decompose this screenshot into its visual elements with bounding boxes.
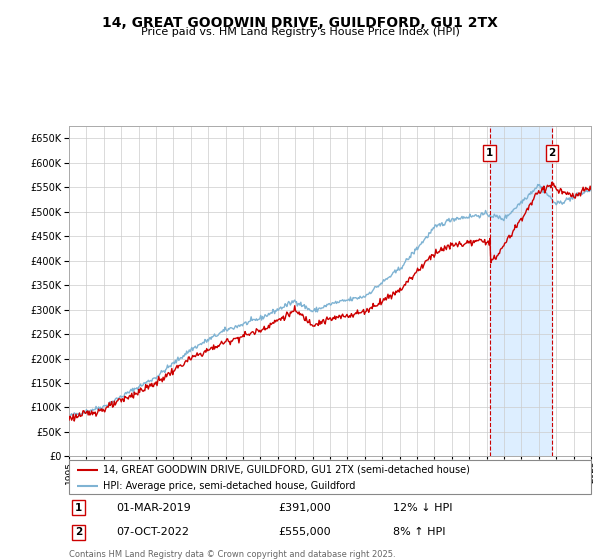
Text: 1: 1 — [486, 148, 493, 158]
Text: £391,000: £391,000 — [278, 502, 331, 512]
Text: £555,000: £555,000 — [278, 527, 331, 537]
Text: 2: 2 — [75, 527, 82, 537]
Text: Contains HM Land Registry data © Crown copyright and database right 2025.
This d: Contains HM Land Registry data © Crown c… — [69, 550, 395, 560]
Text: HPI: Average price, semi-detached house, Guildford: HPI: Average price, semi-detached house,… — [103, 480, 355, 491]
Text: 12% ↓ HPI: 12% ↓ HPI — [392, 502, 452, 512]
Text: 01-MAR-2019: 01-MAR-2019 — [116, 502, 191, 512]
Text: 07-OCT-2022: 07-OCT-2022 — [116, 527, 189, 537]
Text: 14, GREAT GOODWIN DRIVE, GUILDFORD, GU1 2TX: 14, GREAT GOODWIN DRIVE, GUILDFORD, GU1 … — [102, 16, 498, 30]
Text: Price paid vs. HM Land Registry's House Price Index (HPI): Price paid vs. HM Land Registry's House … — [140, 27, 460, 37]
Text: 8% ↑ HPI: 8% ↑ HPI — [392, 527, 445, 537]
Text: 14, GREAT GOODWIN DRIVE, GUILDFORD, GU1 2TX (semi-detached house): 14, GREAT GOODWIN DRIVE, GUILDFORD, GU1 … — [103, 465, 470, 475]
Text: 2: 2 — [548, 148, 556, 158]
Text: 1: 1 — [75, 502, 82, 512]
Bar — [490, 126, 552, 456]
FancyBboxPatch shape — [69, 460, 591, 494]
